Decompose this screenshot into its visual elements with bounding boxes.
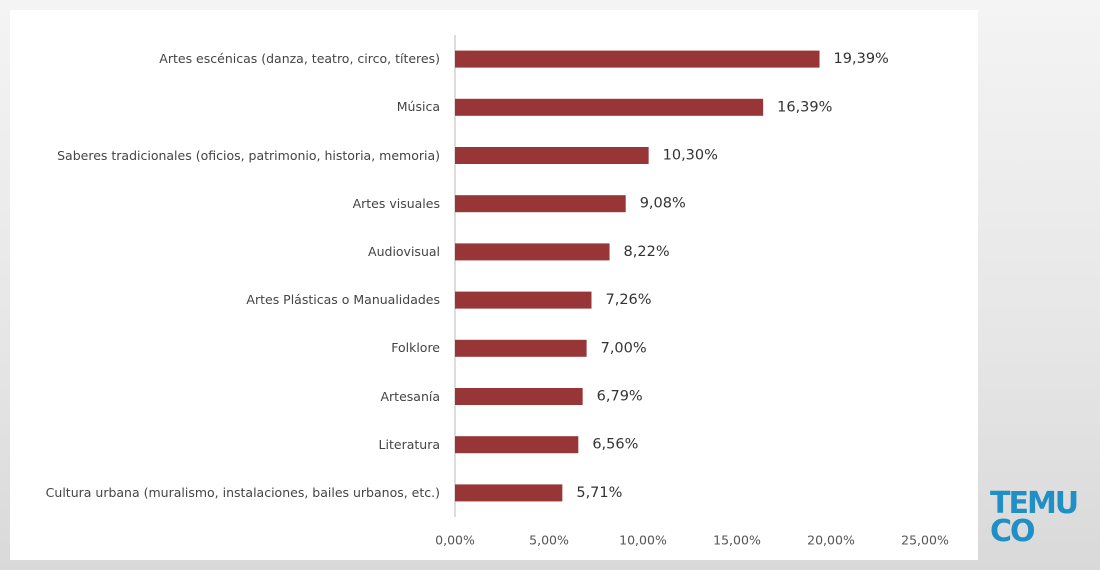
bar [455, 291, 592, 309]
value-label: 8,22% [624, 244, 670, 260]
bar [455, 484, 563, 502]
x-tick-label: 0,00% [435, 533, 475, 548]
value-label: 19,39% [834, 51, 889, 67]
category-label: Cultura urbana (muralismo, instalaciones… [45, 484, 440, 500]
x-tick-label: 10,00% [619, 533, 667, 548]
value-label: 16,39% [777, 99, 832, 115]
x-tick-label: 20,00% [807, 533, 855, 548]
category-label: Literatura [378, 436, 440, 452]
category-label: Artesanía [380, 388, 440, 404]
bar [455, 339, 587, 357]
logo: TEMU CO [990, 486, 1079, 549]
x-tick-label: 15,00% [713, 533, 761, 548]
category-label: Música [396, 99, 440, 115]
logo-line1: TEMU [990, 486, 1079, 521]
value-label: 7,26% [605, 292, 651, 308]
category-label: Folklore [391, 340, 440, 356]
logo-line2: CO [990, 514, 1036, 549]
bar [455, 98, 764, 116]
value-label: 6,79% [597, 389, 643, 405]
x-tick-label: 5,00% [529, 533, 569, 548]
category-label: Artes visuales [352, 195, 440, 211]
bar [455, 243, 610, 261]
category-label: Saberes tradicionales (oficios, patrimon… [57, 147, 440, 163]
category-label: Audiovisual [368, 243, 440, 259]
bar [455, 147, 649, 164]
value-label: 5,71% [576, 485, 622, 501]
bar [455, 195, 626, 213]
value-label: 9,08% [640, 196, 686, 212]
value-label: 7,00% [601, 340, 647, 356]
value-label: 10,30% [663, 148, 718, 164]
bar [455, 50, 820, 68]
bar [455, 388, 583, 405]
category-label: Artes escénicas (danza, teatro, circo, t… [159, 51, 440, 67]
bar [455, 436, 579, 454]
value-label: 6,56% [592, 437, 638, 453]
category-label: Artes Plásticas o Manualidades [246, 292, 440, 308]
x-tick-label: 25,00% [901, 533, 949, 548]
